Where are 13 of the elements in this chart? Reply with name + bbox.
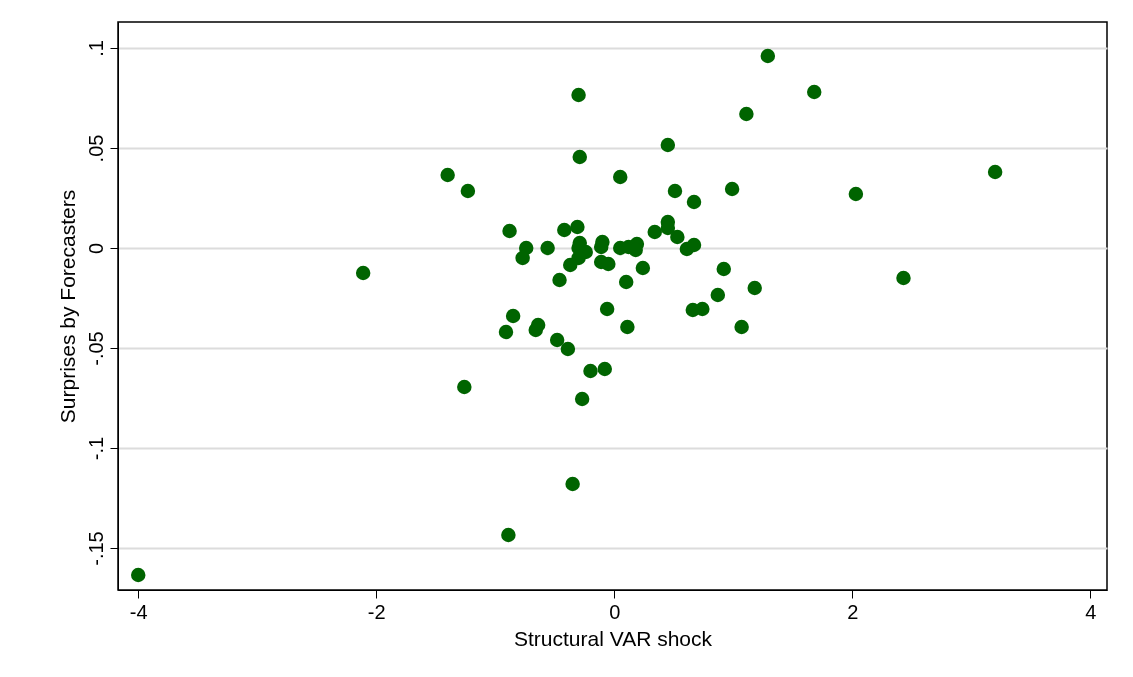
x-tick-label: -4 — [129, 600, 148, 623]
x-tick-label: 2 — [847, 600, 859, 623]
y-tick-label: .1 — [84, 40, 107, 57]
y-tick-label: -.15 — [84, 531, 107, 566]
x-tick-label: 0 — [609, 600, 621, 623]
y-tick-label: -.1 — [84, 436, 107, 461]
x-axis-title: Structural VAR shock — [513, 626, 713, 650]
x-tick-label: 4 — [1085, 600, 1097, 623]
y-tick-label: -.05 — [84, 331, 107, 366]
y-tick-label: .05 — [84, 134, 107, 163]
y-axis-title: Surprises by Forecasters — [55, 189, 79, 424]
x-tick-label: -2 — [367, 600, 386, 623]
y-tick-label: 0 — [84, 242, 107, 255]
